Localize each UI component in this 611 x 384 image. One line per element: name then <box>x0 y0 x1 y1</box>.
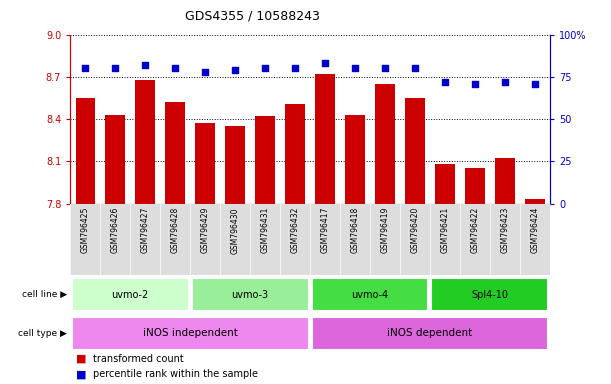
Text: uvmo-4: uvmo-4 <box>351 290 389 300</box>
Bar <box>345 115 365 204</box>
Bar <box>71 317 309 349</box>
Text: GSM796417: GSM796417 <box>321 207 329 253</box>
Bar <box>405 98 425 204</box>
Text: transformed count: transformed count <box>93 354 185 364</box>
Point <box>380 65 390 71</box>
Bar <box>196 123 215 204</box>
Bar <box>255 116 275 204</box>
Bar <box>495 159 514 204</box>
Text: cell line ▶: cell line ▶ <box>22 290 67 299</box>
Bar <box>375 84 395 204</box>
Text: iNOS independent: iNOS independent <box>143 328 238 338</box>
Point <box>200 69 210 75</box>
Text: GSM796431: GSM796431 <box>261 207 269 253</box>
Bar <box>192 278 309 311</box>
Bar <box>312 278 428 311</box>
Text: GDS4355 / 10588243: GDS4355 / 10588243 <box>185 10 320 23</box>
Point <box>470 81 480 87</box>
Bar <box>465 168 485 204</box>
Point <box>230 67 240 73</box>
Text: GSM796422: GSM796422 <box>470 207 480 253</box>
Text: GSM796432: GSM796432 <box>291 207 299 253</box>
Point <box>141 62 150 68</box>
Bar <box>71 278 189 311</box>
Point <box>81 65 90 71</box>
Bar <box>225 126 245 204</box>
Bar <box>285 104 305 204</box>
Text: GSM796426: GSM796426 <box>111 207 120 253</box>
Point <box>170 65 180 71</box>
Point <box>530 81 540 87</box>
Bar <box>136 79 155 204</box>
Bar <box>525 199 544 204</box>
Text: uvmo-2: uvmo-2 <box>112 290 149 300</box>
Bar <box>312 317 549 349</box>
Point <box>111 65 120 71</box>
Point <box>440 79 450 85</box>
Text: GSM796423: GSM796423 <box>500 207 510 253</box>
Point <box>290 65 300 71</box>
Text: GSM796425: GSM796425 <box>81 207 90 253</box>
Text: cell type ▶: cell type ▶ <box>18 329 67 338</box>
Text: GSM796418: GSM796418 <box>351 207 359 253</box>
Text: uvmo-3: uvmo-3 <box>232 290 269 300</box>
Bar <box>431 278 549 311</box>
Text: iNOS dependent: iNOS dependent <box>387 328 473 338</box>
Point <box>500 79 510 85</box>
Point <box>320 60 330 66</box>
Text: percentile rank within the sample: percentile rank within the sample <box>93 369 258 379</box>
Point <box>410 65 420 71</box>
Point <box>350 65 360 71</box>
Text: GSM796424: GSM796424 <box>530 207 540 253</box>
Bar <box>315 74 335 204</box>
Text: GSM796427: GSM796427 <box>141 207 150 253</box>
Text: ■: ■ <box>76 369 90 379</box>
Text: ■: ■ <box>76 354 90 364</box>
Bar <box>76 98 95 204</box>
Text: GSM796429: GSM796429 <box>200 207 210 253</box>
Text: GSM796420: GSM796420 <box>411 207 420 253</box>
Text: GSM796421: GSM796421 <box>441 207 450 253</box>
Point <box>260 65 270 71</box>
Bar <box>166 102 185 204</box>
Text: Spl4-10: Spl4-10 <box>472 290 508 300</box>
Text: GSM796430: GSM796430 <box>230 207 240 253</box>
Text: GSM796419: GSM796419 <box>381 207 390 253</box>
Text: GSM796428: GSM796428 <box>170 207 180 253</box>
Bar <box>106 115 125 204</box>
Bar <box>435 164 455 204</box>
